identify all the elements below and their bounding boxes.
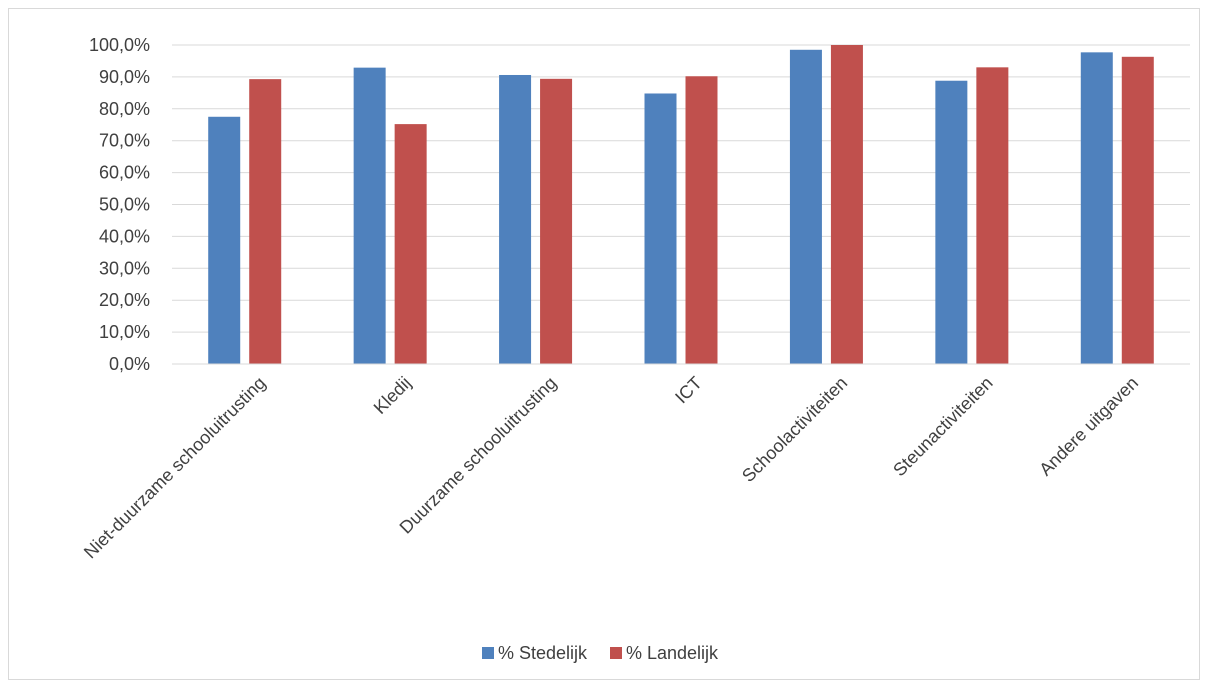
x-tick-label: Andere uitgaven [1035,373,1142,480]
x-tick-label: Schoolactiviteiten [738,373,851,486]
legend-label: % Landelijk [626,643,719,663]
y-tick-label: 60,0% [99,163,150,183]
y-tick-label: 80,0% [99,99,150,119]
y-tick-label: 100,0% [89,35,150,55]
y-tick-label: 90,0% [99,67,150,87]
bar-stedelijk [353,67,386,365]
y-tick-label: 40,0% [99,226,150,246]
bar-landelijk [1121,56,1154,364]
y-tick-label: 30,0% [99,258,150,278]
x-tick-label: ICT [671,373,706,408]
legend: % Stedelijk % Landelijk [482,643,719,663]
bar-stedelijk [789,49,822,364]
x-tick-label: Steunactiviteiten [889,373,997,481]
bar-stedelijk [935,80,968,364]
legend-swatch [482,647,494,659]
y-tick-label: 70,0% [99,131,150,151]
x-tick-label: Kledij [370,373,415,418]
x-axis: Niet-duurzame schooluitrusting KledijDuur… [80,363,1190,563]
x-tick-label: Duurzame schooluitrusting [396,373,561,538]
bar-stedelijk [644,93,677,364]
bars [208,45,1154,365]
bar-landelijk [976,67,1009,364]
x-tick-label: Niet-duurzame schooluitrusting [80,373,270,563]
y-tick-label: 20,0% [99,290,150,310]
y-tick-label: 10,0% [99,322,150,342]
bar-landelijk [685,76,718,365]
bar-landelijk [830,45,863,364]
gridlines [172,44,1190,365]
bar-landelijk [540,78,573,365]
bar-landelijk [394,124,427,364]
bar-stedelijk [208,116,241,365]
legend-swatch [610,647,622,659]
legend-label: % Stedelijk [498,643,588,663]
y-tick-label: 0,0% [109,354,150,374]
y-axis: 0,0% 10,0% 20,0% 30,0% 40,0% 50,0% 60,0% 70,0% 8… [89,35,150,374]
y-tick-label: 50,0% [99,195,150,215]
bar-landelijk [249,79,282,365]
bar-stedelijk [499,74,532,365]
bar-stedelijk [1080,52,1113,364]
